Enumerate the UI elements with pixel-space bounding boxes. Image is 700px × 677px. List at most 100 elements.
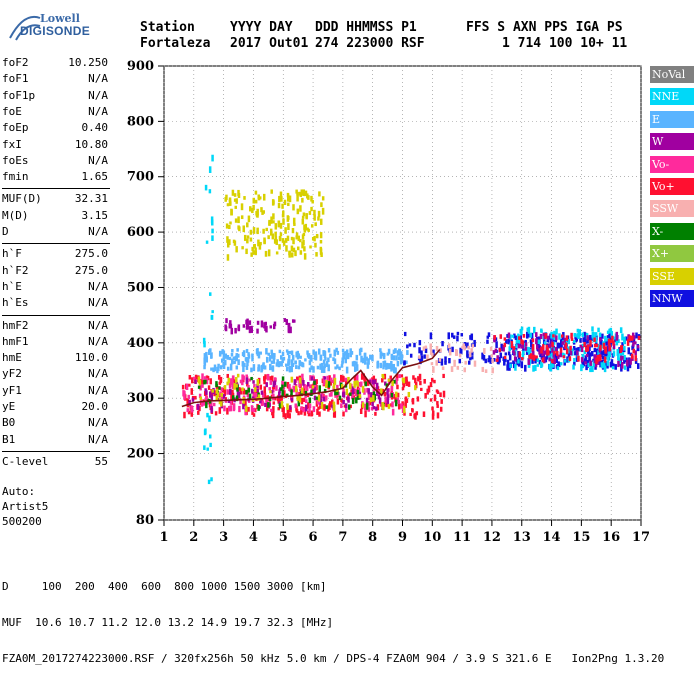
echo-point	[296, 191, 299, 196]
echo-point	[609, 361, 613, 368]
echo-point	[328, 378, 331, 384]
echo-point	[469, 335, 472, 340]
echo-point	[635, 332, 638, 339]
echo-point	[322, 359, 326, 364]
echo-point	[247, 354, 251, 359]
echo-point	[564, 359, 567, 363]
echo-point	[342, 388, 345, 393]
echo-point	[218, 386, 221, 390]
echo-point	[252, 197, 256, 204]
echo-point	[286, 403, 289, 410]
echo-point	[581, 332, 584, 338]
echo-point	[548, 357, 551, 362]
param-label: C-level	[2, 454, 49, 468]
legend-item: Vo+	[650, 178, 694, 195]
echo-point	[429, 349, 433, 355]
echo-point	[398, 374, 401, 379]
echo-point	[234, 218, 238, 223]
echo-point	[412, 375, 415, 380]
echo-point	[322, 366, 326, 373]
echo-point	[585, 353, 589, 358]
echo-point	[503, 342, 507, 348]
echo-point	[363, 353, 367, 359]
echo-point	[634, 350, 637, 356]
echo-point	[240, 203, 244, 211]
echo-point	[280, 196, 283, 202]
echo-point	[508, 346, 511, 351]
echo-point	[274, 231, 277, 237]
param-value: 275.0	[74, 263, 108, 277]
echo-point	[355, 374, 359, 382]
echo-point	[562, 355, 566, 359]
echo-point	[484, 358, 487, 364]
echo-point	[267, 402, 270, 408]
echo-point	[268, 387, 271, 391]
echo-point	[272, 401, 276, 405]
echo-point	[569, 350, 573, 356]
echo-point	[473, 339, 476, 347]
echo-point	[334, 389, 337, 396]
x-tick-label: 3	[219, 530, 228, 545]
param-label: foF1	[2, 72, 29, 86]
echo-point	[278, 361, 282, 367]
echo-point	[559, 351, 562, 358]
echo-point	[232, 379, 236, 385]
echo-point	[270, 352, 274, 359]
echo-point	[306, 353, 310, 358]
echo-point	[560, 334, 564, 338]
echo-point	[515, 340, 519, 344]
echo-point	[530, 355, 534, 360]
echo-point	[518, 340, 521, 344]
echo-point	[307, 412, 311, 417]
echo-point	[287, 223, 290, 231]
echo-point	[290, 376, 294, 383]
echo-point	[571, 348, 574, 354]
echo-point	[342, 353, 346, 360]
echo-point	[583, 331, 586, 336]
echo-point	[436, 401, 439, 405]
header-value-date: 2017 Out01	[230, 36, 309, 51]
echo-point	[590, 337, 594, 341]
echo-point	[205, 390, 208, 395]
echo-point	[383, 360, 387, 368]
echo-point	[286, 412, 290, 418]
echo-point	[249, 237, 253, 242]
echo-point	[272, 352, 276, 360]
echo-point	[242, 366, 245, 373]
echo-point	[301, 387, 304, 394]
echo-point	[360, 373, 364, 380]
echo-point	[332, 385, 335, 393]
echo-point	[280, 362, 283, 367]
echo-point	[286, 351, 290, 356]
echo-point	[402, 381, 405, 386]
echo-point	[610, 330, 614, 338]
echo-point	[341, 357, 344, 364]
echo-point	[242, 350, 246, 358]
echo-point	[323, 363, 326, 369]
echo-point	[297, 235, 301, 242]
echo-point	[270, 216, 273, 221]
echo-point	[379, 362, 383, 369]
echo-point	[396, 360, 400, 367]
echo-point	[621, 342, 624, 346]
echo-point	[257, 367, 260, 372]
echo-point	[260, 320, 264, 328]
echo-point	[279, 222, 283, 229]
echo-point	[406, 344, 409, 349]
param-value: N/A	[88, 367, 108, 381]
echo-point	[218, 381, 222, 385]
echo-point	[530, 342, 533, 348]
echo-point	[470, 333, 474, 341]
echo-point	[505, 339, 508, 344]
echo-point	[632, 335, 636, 340]
echo-point	[268, 357, 272, 362]
echo-point	[556, 350, 559, 357]
echo-point	[291, 354, 295, 361]
echo-point	[494, 348, 498, 353]
echo-point	[510, 341, 514, 349]
echo-point	[295, 405, 298, 412]
echo-point	[559, 362, 563, 366]
echo-point	[242, 388, 246, 395]
echo-point	[319, 248, 323, 255]
header-value-mode: 1 714 100 10+ 11	[502, 36, 628, 51]
